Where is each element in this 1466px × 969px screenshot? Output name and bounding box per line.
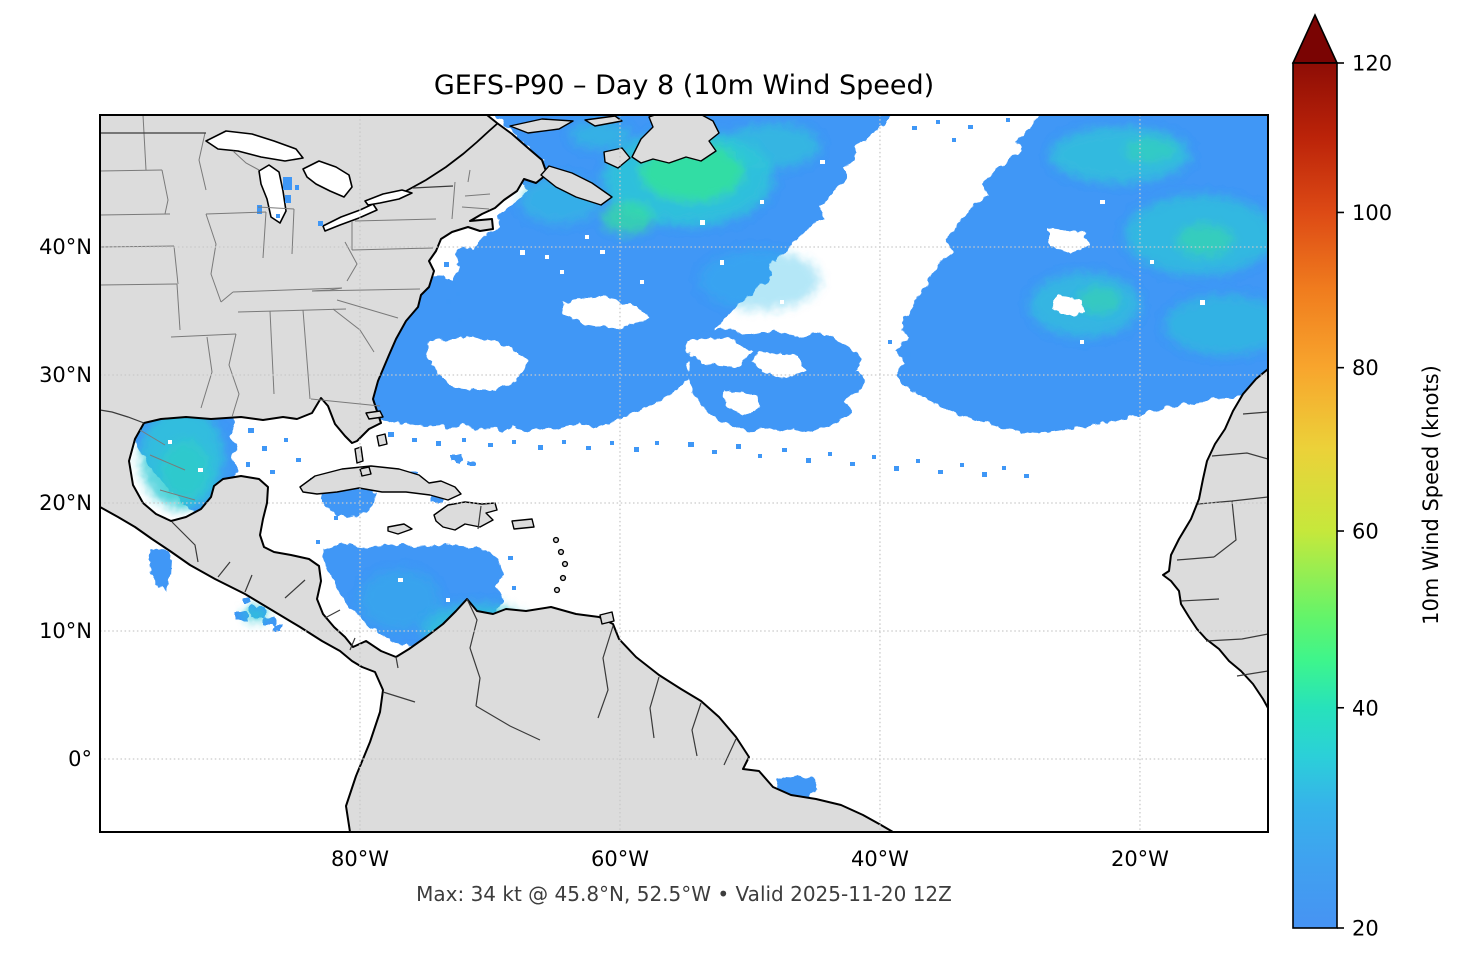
colorbar-extend-arrow (1291, 13, 1339, 64)
x-tick-label: 40°W (851, 847, 909, 871)
colorbar-gradient (1292, 62, 1338, 929)
axis-labels: 80°W 60°W 40°W 20°W 40°N 30°N 20°N 10°N 0° (39, 235, 1169, 871)
colorbar-tick-label: 120 (1352, 52, 1392, 76)
plot-area (100, 115, 1268, 832)
prince-edward-island (509, 118, 574, 134)
plot-frame (99, 114, 1269, 833)
lake-wind-bits (257, 177, 323, 226)
africa-landmass (1162, 368, 1268, 709)
y-tick-label: 0° (68, 747, 92, 771)
lake-ontario (364, 189, 413, 206)
hispaniola (433, 501, 498, 531)
colorbar-tick-label: 20 (1352, 917, 1379, 941)
lake-huron (302, 160, 353, 198)
y-tick-label: 10°N (39, 619, 92, 643)
trinidad (599, 611, 615, 625)
lake-superior (205, 130, 304, 162)
cuba (299, 465, 462, 501)
anticosti-island (584, 115, 623, 127)
colorbar-axis-label: 10m Wind Speed (knots) (1419, 365, 1443, 625)
white-speckles (168, 160, 1205, 602)
y-tick-label: 20°N (39, 491, 92, 515)
x-tick-label: 20°W (1111, 847, 1169, 871)
x-tick-label: 80°W (331, 847, 389, 871)
country-borders (100, 132, 1268, 766)
lake-erie (322, 203, 378, 232)
gridlines (100, 115, 1268, 832)
x-tick-label: 60°W (591, 847, 649, 871)
colorbar-tick-label: 40 (1352, 696, 1379, 720)
jamaica (387, 523, 413, 535)
colorbar-tick-label: 80 (1352, 356, 1379, 380)
nova-scotia (540, 165, 613, 206)
colorbar-tick-label: 100 (1352, 201, 1392, 225)
wind-field-layer (100, 115, 1268, 801)
bahamas (354, 410, 388, 477)
colorbar: 20 40 60 80 100 120 (1291, 13, 1392, 941)
y-tick-label: 40°N (39, 235, 92, 259)
great-lakes (205, 122, 499, 232)
cape-breton (603, 147, 631, 169)
wind-region-gulf-of-honduras (148, 549, 172, 590)
chart-title: GEFS-P90 – Day 8 (10m Wind Speed) (433, 70, 935, 101)
st-lawrence-river (405, 122, 499, 192)
colorbar-tick-label: 60 (1352, 520, 1379, 544)
lesser-antilles (552, 536, 569, 594)
americas-landmass (100, 115, 894, 832)
newfoundland (631, 115, 720, 164)
puerto-rico (511, 518, 535, 530)
max-valid-caption: Max: 34 kt @ 45.8°N, 52.5°W • Valid 2025… (416, 882, 952, 906)
y-tick-label: 30°N (39, 363, 92, 387)
